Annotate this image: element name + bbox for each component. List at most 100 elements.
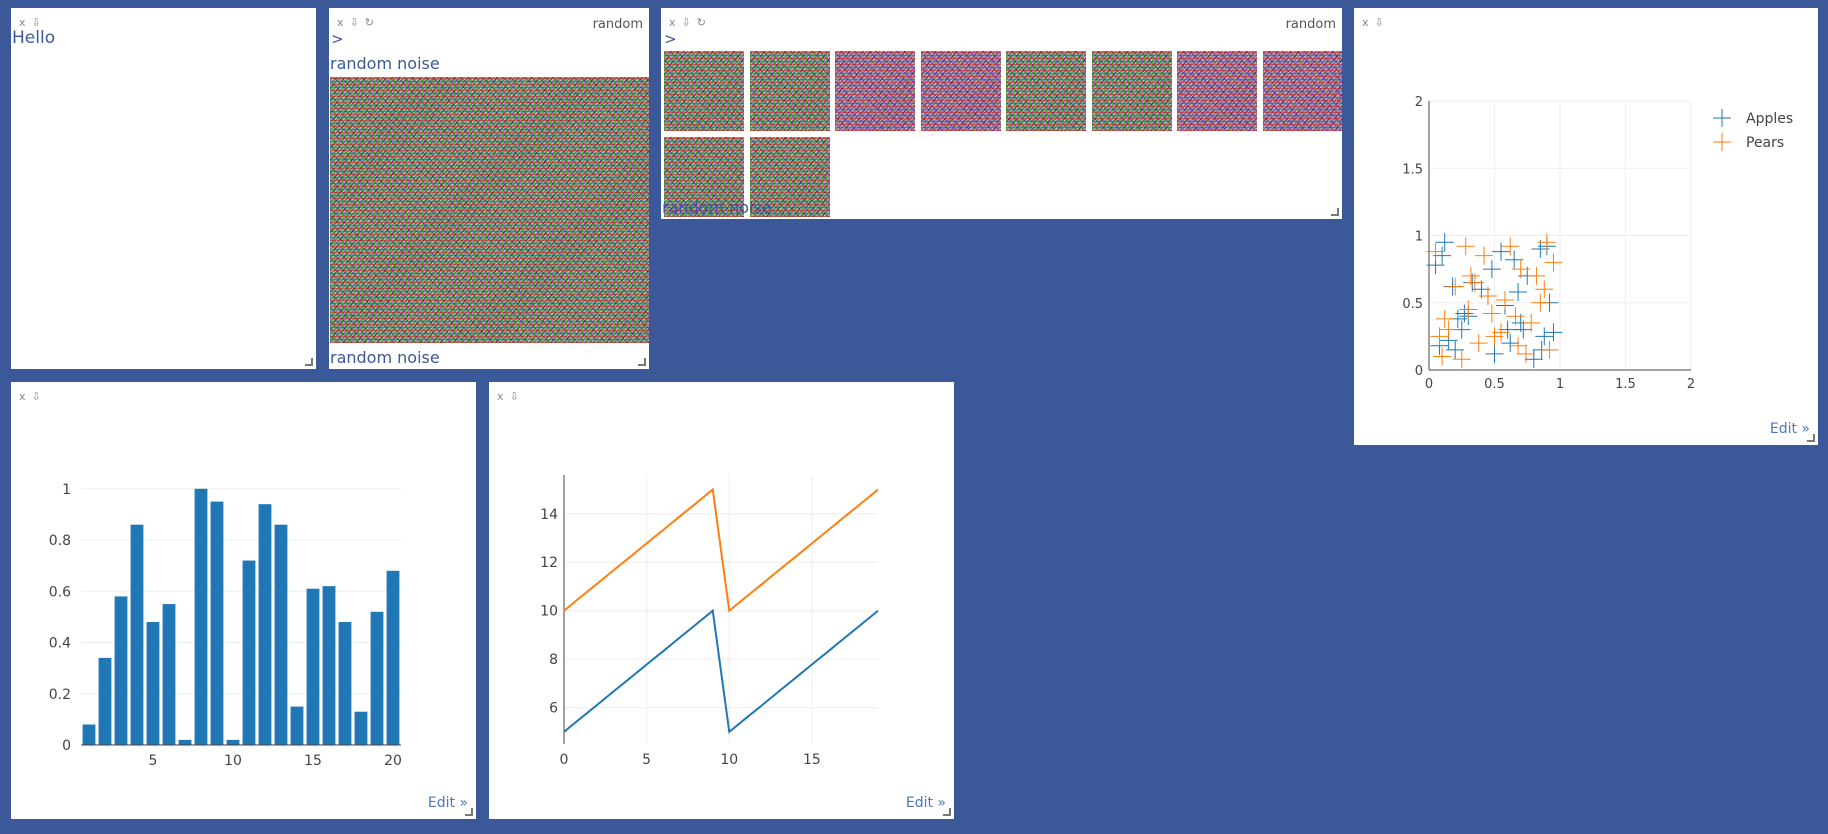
y-tick-label: 0.4 [49, 636, 71, 652]
scatter-point [1509, 336, 1528, 355]
noise-thumbnail [749, 137, 830, 217]
close-icon[interactable]: x [497, 390, 504, 403]
scatter-point [1501, 334, 1520, 353]
edit-link[interactable]: Edit » [905, 795, 946, 811]
y-tick-label: 12 [540, 555, 558, 571]
x-tick-label: 15 [304, 753, 322, 769]
download-icon[interactable]: ⇩ [349, 16, 359, 29]
scatter-point [1469, 334, 1488, 353]
pane-controls: x ⇩ [1362, 16, 1384, 30]
scatter-chart: 0 0.5 1 1.5 2 0 0.5 1 1.5 2 Apples Pears [1402, 95, 1793, 392]
edit-link[interactable]: Edit » [1769, 421, 1810, 437]
scatter-point [1501, 237, 1520, 256]
scatter-point [1435, 309, 1454, 328]
y-tick-label: 0.2 [49, 687, 71, 703]
noise-thumbnail [1177, 51, 1257, 131]
noise-thumbnail [664, 137, 744, 217]
scatter-point [1461, 266, 1480, 285]
images-pane: x ⇩ ↻ random > random noise [661, 8, 1342, 219]
scatter-point [1514, 320, 1533, 339]
scatter-point [1446, 277, 1465, 296]
pane-text: Hello [12, 28, 56, 48]
pane-controls: x ⇩ [497, 390, 519, 404]
bar [290, 706, 304, 745]
resize-handle[interactable] [465, 808, 473, 816]
image-caption-bottom: random noise [330, 348, 440, 367]
bar [242, 560, 256, 745]
pane-controls: x ⇩ [19, 390, 41, 404]
series-line [563, 608, 879, 734]
download-icon[interactable]: ⇩ [681, 16, 691, 29]
scatter-point [1535, 327, 1554, 346]
scatter-point [1535, 280, 1554, 299]
legend-label: Pears [1746, 135, 1784, 151]
resize-handle[interactable] [305, 358, 313, 366]
noise-thumbnail [664, 51, 744, 131]
y-tick-label: 10 [540, 604, 558, 620]
scatter-point [1459, 300, 1478, 319]
bar [114, 596, 128, 745]
scatter-point [1439, 320, 1458, 339]
x-tick-label: 10 [224, 753, 242, 769]
images-caption: random noise [662, 198, 772, 217]
line-chart: 0 5 10 15 6 8 10 12 14 [540, 475, 879, 768]
x-tick-label: 20 [384, 753, 402, 769]
y-tick-label: 1.5 [1402, 162, 1423, 177]
bar [210, 501, 224, 745]
scatter-point [1433, 347, 1452, 366]
y-tick-label: 0 [1415, 364, 1423, 379]
x-tick-label: 0.5 [1484, 377, 1505, 392]
close-icon[interactable]: x [337, 16, 344, 29]
scatter-point [1524, 350, 1543, 369]
scatter-point [1426, 242, 1445, 261]
scatter-point [1452, 350, 1471, 369]
scatter-point [1482, 260, 1501, 279]
y-tick-label: 6 [549, 701, 558, 717]
resize-handle[interactable] [638, 358, 646, 366]
scatter-point [1531, 239, 1550, 258]
noise-thumbnail [835, 51, 915, 131]
refresh-icon[interactable]: ↻ [696, 16, 706, 29]
env-label: random [1285, 17, 1336, 32]
x-tick-label: 0 [560, 752, 569, 768]
close-icon[interactable]: x [19, 16, 26, 29]
close-icon[interactable]: x [669, 16, 676, 29]
scatter-point [1505, 250, 1524, 269]
noise-thumbnail [749, 51, 830, 131]
download-icon[interactable]: ⇩ [31, 16, 41, 29]
scatter-point [1527, 266, 1546, 285]
close-icon[interactable]: x [1362, 16, 1369, 29]
y-tick-label: 0.5 [1402, 297, 1423, 312]
download-icon[interactable]: ⇩ [31, 390, 41, 403]
scatter-point [1511, 260, 1530, 279]
resize-handle[interactable] [943, 808, 951, 816]
scatter-point [1495, 291, 1514, 310]
download-icon[interactable]: ⇩ [509, 390, 519, 403]
scatter-point [1531, 293, 1550, 312]
bar [98, 657, 112, 745]
download-icon[interactable]: ⇩ [1374, 16, 1384, 29]
resize-handle[interactable] [1331, 208, 1339, 216]
prompt-indicator: > [331, 30, 344, 48]
scatter-point [1492, 242, 1511, 261]
series-line [563, 487, 879, 613]
pane-controls: x ⇩ ↻ [337, 16, 374, 30]
refresh-icon[interactable]: ↻ [364, 16, 374, 29]
resize-handle[interactable] [1807, 434, 1815, 442]
scatter-point [1455, 304, 1474, 323]
scatter-point [1485, 344, 1504, 363]
line-pane: x ⇩ 0 5 10 15 6 8 10 12 14 Edit » [489, 382, 954, 819]
edit-link[interactable]: Edit » [427, 795, 468, 811]
env-label: random [592, 17, 643, 32]
scatter-point [1540, 340, 1559, 359]
close-icon[interactable]: x [19, 390, 26, 403]
bar [274, 524, 288, 745]
bar [258, 504, 272, 745]
y-tick-label: 14 [540, 507, 558, 523]
y-tick-label: 0.6 [49, 584, 71, 600]
text-pane: x ⇩ Hello [11, 8, 316, 369]
noise-image [330, 77, 649, 343]
scatter-point [1498, 320, 1517, 339]
x-tick-label: 0 [1425, 377, 1433, 392]
x-tick-label: 5 [149, 753, 158, 769]
